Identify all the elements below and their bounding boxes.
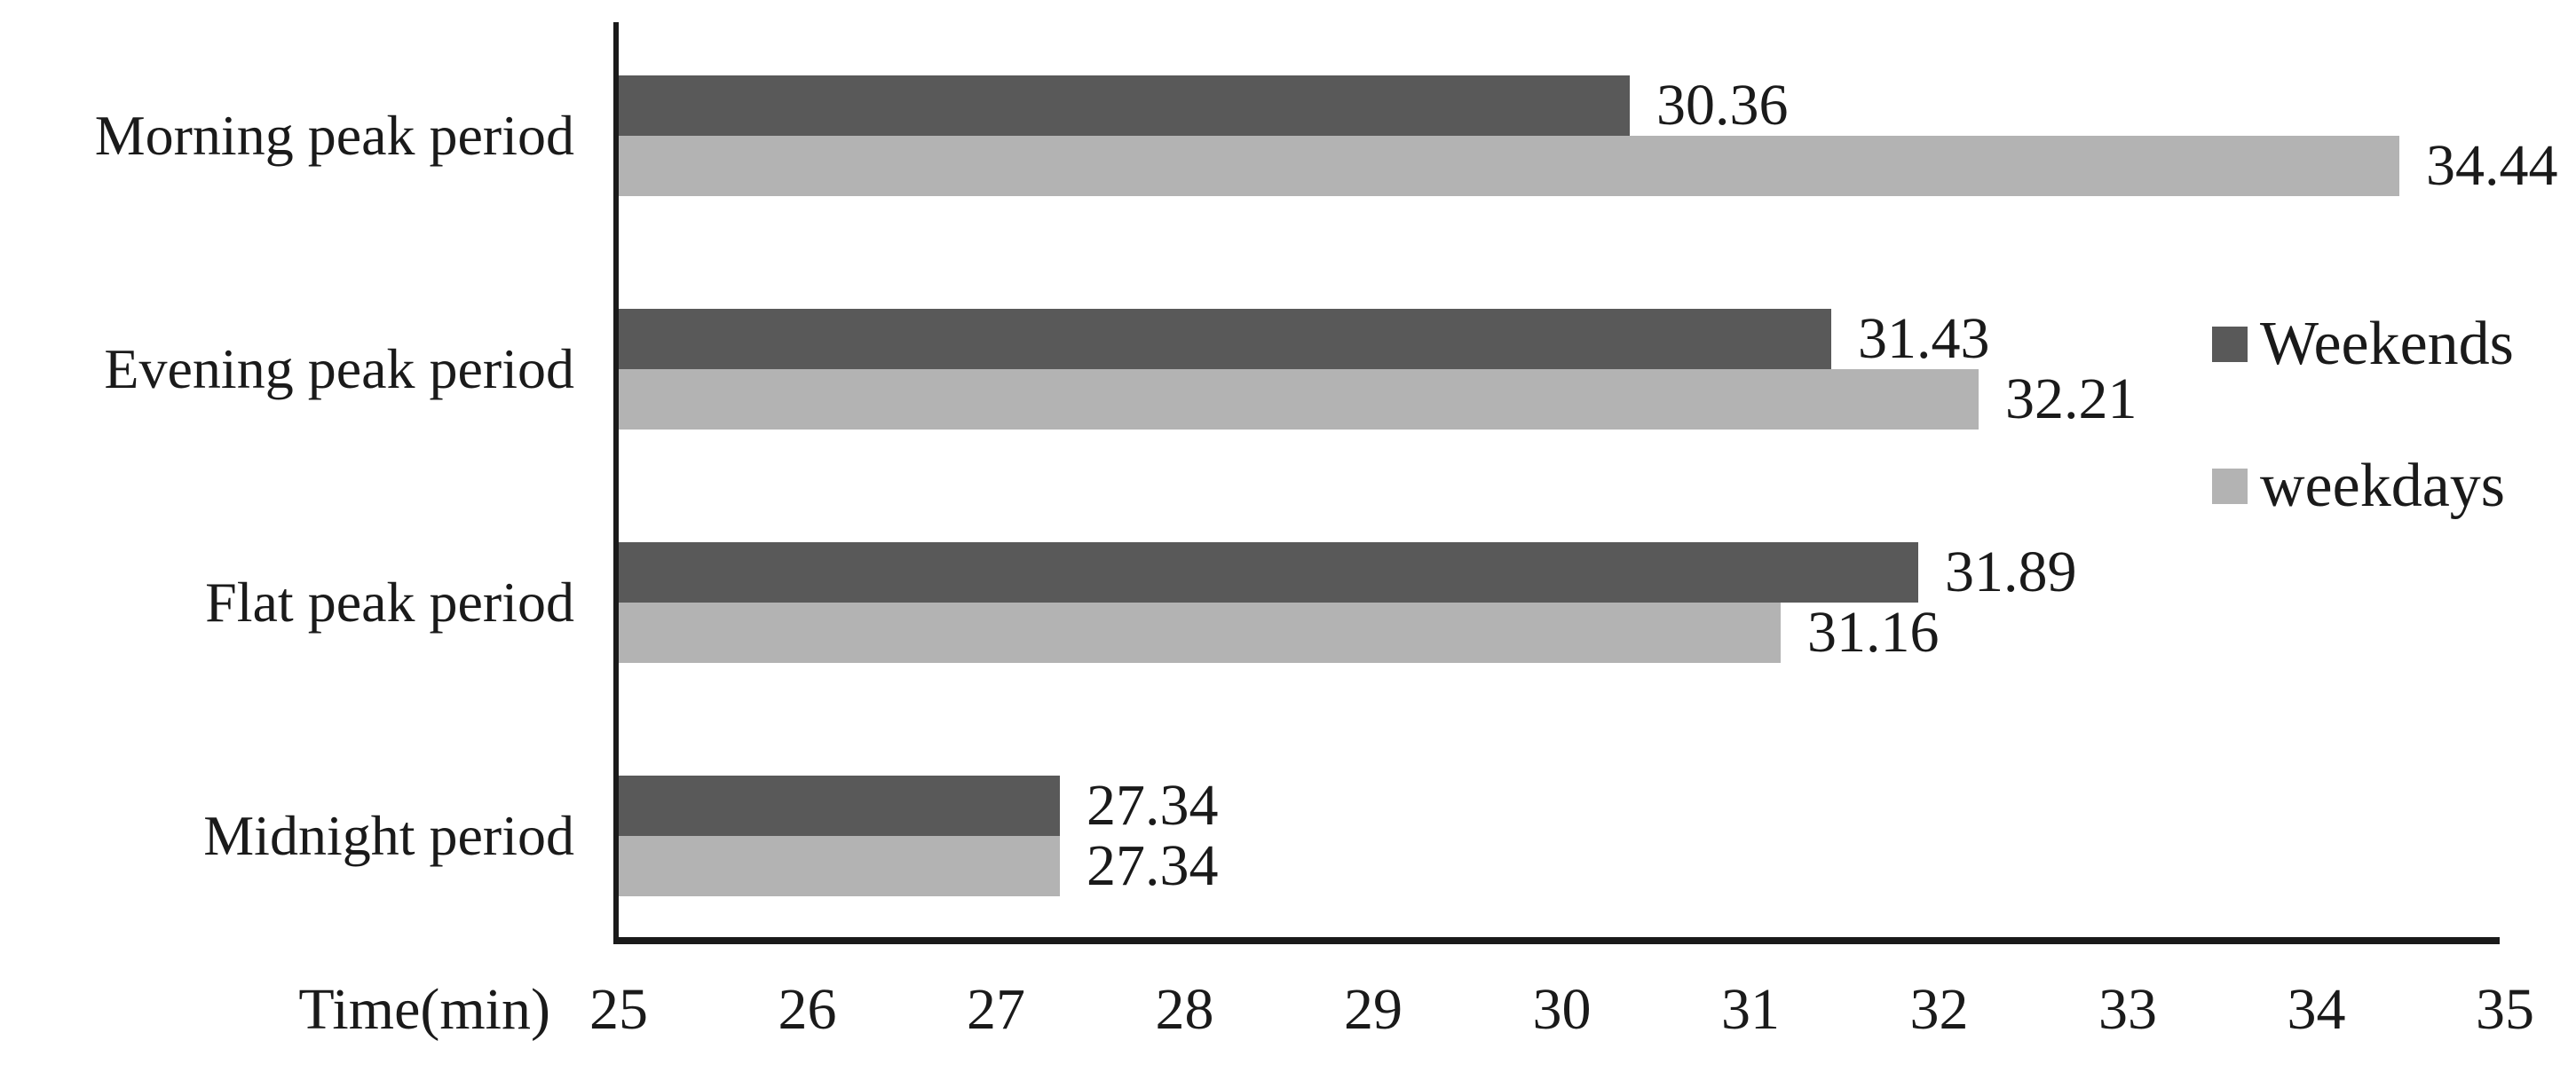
- value-label-weekends-morning-peak-period: 30.36: [1656, 73, 1789, 138]
- value-label-weekdays-midnight-period: 27.34: [1087, 833, 1219, 898]
- category-label-flat-peak-period: Flat peak period: [205, 571, 574, 634]
- bar-weekdays-morning-peak-period: [619, 136, 2399, 196]
- x-tick-34: 34: [2287, 977, 2346, 1042]
- x-tick-26: 26: [778, 977, 837, 1042]
- value-label-weekends-evening-peak-period: 31.43: [1858, 306, 1990, 371]
- legend: Weekends weekdays: [2212, 307, 2514, 591]
- x-axis-title: Time(min): [298, 977, 550, 1042]
- bar-weekends-evening-peak-period: [619, 309, 1831, 369]
- bar-weekends-midnight-period: [619, 776, 1060, 836]
- x-tick-25: 25: [589, 977, 648, 1042]
- legend-swatch-weekends: [2212, 327, 2248, 362]
- x-tick-32: 32: [1909, 977, 1969, 1042]
- value-label-weekdays-evening-peak-period: 32.21: [2005, 367, 2137, 431]
- plot-area: 30.36 34.44 31.43 32.21 31.89 31.16 27.34 27.34: [613, 22, 2558, 944]
- x-tick-27: 27: [967, 977, 1025, 1042]
- x-tick-29: 29: [1344, 977, 1403, 1042]
- bar-weekdays-flat-peak-period: [619, 603, 1781, 663]
- bar-weekends-morning-peak-period: [619, 75, 1630, 136]
- category-label-midnight-period: Midnight period: [203, 804, 574, 867]
- legend-label-weekdays: weekdays: [2260, 452, 2506, 520]
- bar-weekdays-evening-peak-period: [619, 369, 1979, 430]
- category-label-evening-peak-period: Evening peak period: [104, 337, 574, 400]
- value-label-weekends-midnight-period: 27.34: [1087, 773, 1219, 838]
- legend-entry-weekdays: weekdays: [2212, 449, 2514, 524]
- value-label-weekdays-morning-peak-period: 34.44: [2426, 133, 2558, 198]
- x-tick-28: 28: [1155, 977, 1214, 1042]
- x-tick-30: 30: [1532, 977, 1592, 1042]
- bar-weekends-flat-peak-period: [619, 542, 1918, 603]
- category-label-morning-peak-period: Morning peak period: [94, 104, 574, 167]
- x-tick-35: 35: [2476, 977, 2534, 1042]
- legend-entry-weekends: Weekends: [2212, 307, 2514, 382]
- value-label-weekends-flat-peak-period: 31.89: [1945, 540, 2077, 604]
- value-label-weekdays-flat-peak-period: 31.16: [1807, 600, 1940, 665]
- x-tick-31: 31: [1721, 977, 1780, 1042]
- legend-label-weekends: Weekends: [2260, 310, 2514, 378]
- legend-swatch-weekdays: [2212, 469, 2248, 504]
- bar-weekdays-midnight-period: [619, 836, 1060, 896]
- x-tick-33: 33: [2098, 977, 2157, 1042]
